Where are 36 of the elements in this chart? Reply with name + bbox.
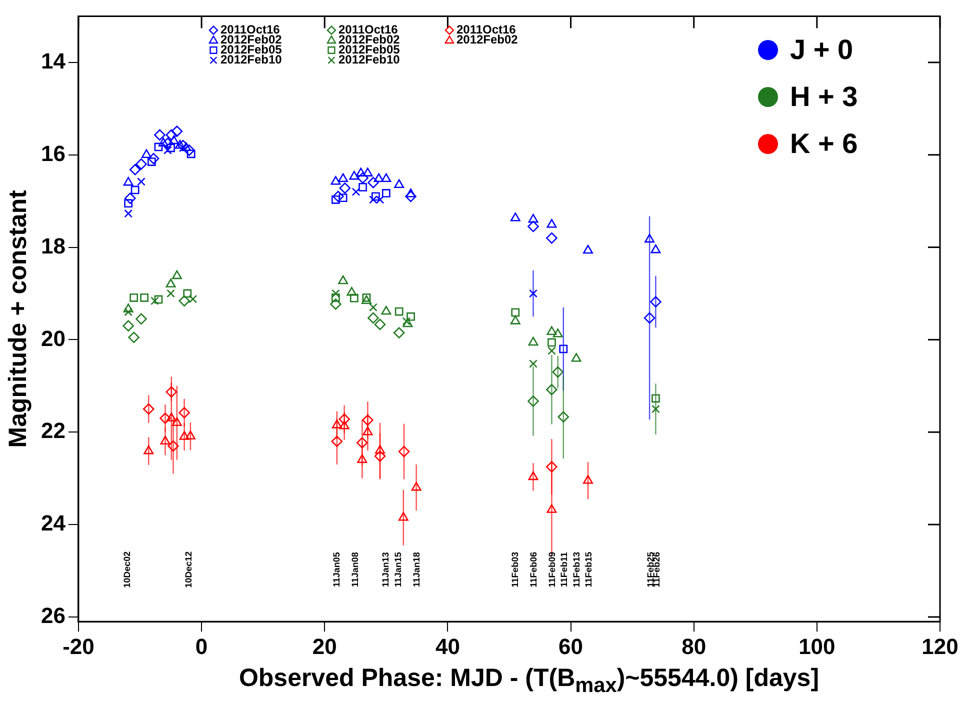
x2-tick-label: 11Jan08 — [350, 552, 360, 588]
x2-tick-label: 11Feb13 — [571, 552, 582, 588]
x2-tick-label: 11Feb15 — [584, 552, 594, 588]
y-tick-label: 22 — [40, 418, 66, 444]
x-tick-label: -20 — [62, 634, 94, 659]
x-axis-title: Observed Phase: MJD - (T(B$_{max}$)~55544.0) [days] — [238, 664, 820, 698]
x2-tick-label: 11Jan15 — [392, 552, 403, 588]
y-axis-title: Magnitude + constant — [4, 189, 32, 448]
annotation: H + 3 — [790, 80, 858, 112]
x2-tick-label: 11Jan05 — [331, 552, 342, 588]
x2-tick-label: 11Feb11 — [559, 552, 570, 588]
y-tick-label: 14 — [40, 48, 66, 74]
y-tick-label: 20 — [40, 326, 66, 351]
annotation: J + 0 — [790, 34, 854, 66]
y-tick-label: 26 — [40, 603, 66, 628]
legend-label: 2012Feb10 — [220, 52, 282, 67]
legend-label: 2012Feb02 — [456, 32, 518, 47]
y-tick-label: 18 — [40, 233, 66, 258]
x-tick-label: 60 — [558, 634, 584, 659]
x2-tick-label: 11Jan13 — [380, 552, 391, 588]
y-tick-label: 24 — [40, 510, 66, 536]
y-tick-label: 16 — [40, 140, 66, 166]
x-tick-label: 120 — [922, 634, 958, 659]
x-tick-label: 40 — [435, 634, 460, 659]
x2-tick-label: 11Feb03 — [510, 552, 520, 588]
x2-tick-label: 11Feb06 — [528, 552, 538, 588]
x2-tick-label: 10Dec12 — [184, 551, 194, 588]
x2-tick-label: 11Jan18 — [411, 552, 422, 588]
x-tick-label: 0 — [195, 634, 208, 659]
x-tick-label: 80 — [682, 634, 706, 659]
legend-label: 2012Feb10 — [338, 52, 400, 67]
annotation: K + 6 — [790, 128, 858, 160]
x-tick-label: 20 — [312, 634, 337, 659]
x-tick-label: 100 — [798, 634, 836, 659]
x2-tick-label: 10Dec02 — [122, 551, 132, 588]
x2-tick-label: 11Feb09 — [546, 552, 557, 588]
